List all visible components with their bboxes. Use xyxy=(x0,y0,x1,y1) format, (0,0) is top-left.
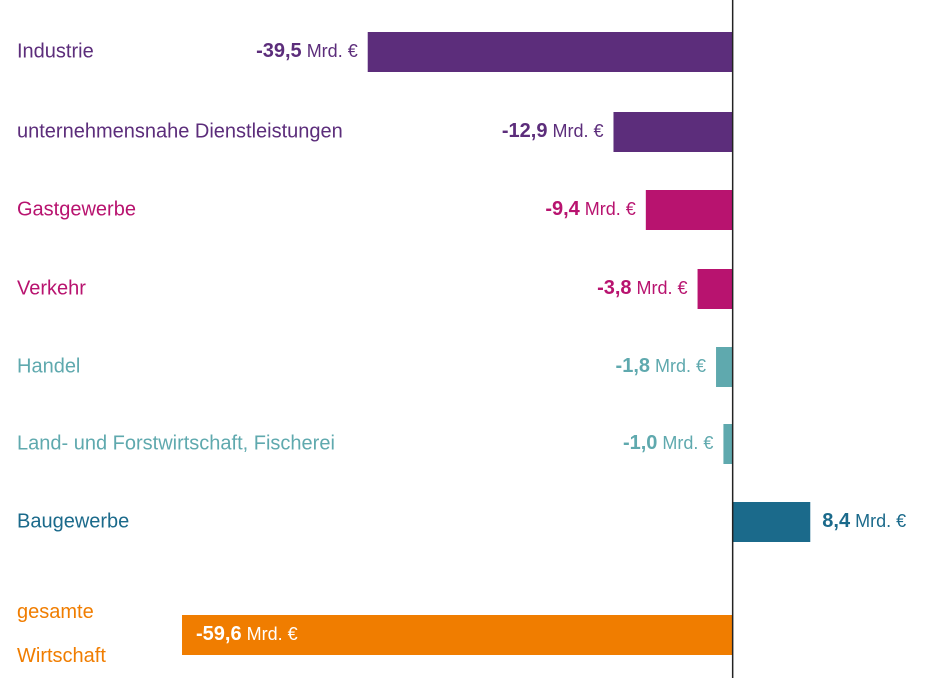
value-label: 8,4 Mrd. € xyxy=(822,510,906,532)
value-number: -12,9 xyxy=(502,120,548,142)
value-unit: Mrd. € xyxy=(547,121,603,141)
category-label: Land- und Forstwirtschaft, Fischerei xyxy=(17,432,335,454)
value-unit: Mrd. € xyxy=(657,433,713,453)
bar xyxy=(367,32,733,72)
value-label: -9,4 Mrd. € xyxy=(545,198,635,220)
category-label: Industrie xyxy=(17,40,94,62)
value-number: 8,4 xyxy=(822,510,851,532)
category-line: Wirtschaft xyxy=(17,645,106,667)
bar xyxy=(716,347,733,387)
value-label: -1,0 Mrd. € xyxy=(623,432,713,454)
bar xyxy=(697,269,733,309)
category-line: gesamte xyxy=(17,601,99,623)
value-label: -39,5 Mrd. € xyxy=(256,40,358,62)
value-label: -3,8 Mrd. € xyxy=(597,277,687,299)
value-unit: Mrd. € xyxy=(580,199,636,219)
bar xyxy=(732,502,811,542)
value-label: -59,6 Mrd. € xyxy=(196,623,298,645)
category-label: unternehmensnahe Dienstleistungen xyxy=(17,120,343,142)
value-number: -59,6 xyxy=(196,623,242,645)
category-label: gesamte Wirtschaft xyxy=(17,601,106,667)
value-unit: Mrd. € xyxy=(302,41,358,61)
value-number: -1,8 xyxy=(616,355,650,377)
value-label: -1,8 Mrd. € xyxy=(616,355,706,377)
value-label: -12,9 Mrd. € xyxy=(502,120,604,142)
value-unit: Mrd. € xyxy=(242,624,298,644)
category-label: Verkehr xyxy=(17,277,86,299)
bar xyxy=(645,190,733,230)
value-number: -3,8 xyxy=(597,277,631,299)
value-unit: Mrd. € xyxy=(632,278,688,298)
value-unit: Mrd. € xyxy=(650,356,706,376)
bar xyxy=(182,615,733,655)
value-number: -39,5 xyxy=(256,40,302,62)
value-number: -9,4 xyxy=(545,198,580,220)
category-label: Baugewerbe xyxy=(17,510,129,532)
value-unit: Mrd. € xyxy=(850,511,906,531)
bar xyxy=(723,424,733,464)
category-label: Handel xyxy=(17,355,80,377)
value-number: -1,0 xyxy=(623,432,657,454)
bar xyxy=(613,112,733,152)
category-label: Gastgewerbe xyxy=(17,198,136,220)
